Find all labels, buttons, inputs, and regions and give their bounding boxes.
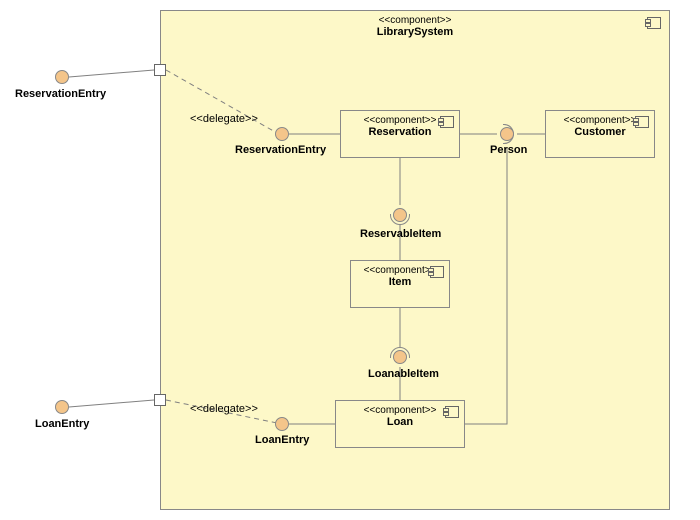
label-loan-entry-int: LoanEntry	[255, 434, 309, 446]
label-reservation-entry-ext: ReservationEntry	[15, 88, 106, 100]
label-reservation-entry-int: ReservationEntry	[235, 144, 326, 156]
component-icon	[445, 406, 459, 418]
component-icon	[635, 116, 649, 128]
component-icon	[647, 17, 661, 29]
interface-ball-loanable	[393, 350, 407, 364]
component-icon	[440, 116, 454, 128]
component-item: <<component>> Item	[350, 260, 450, 308]
component-icon	[430, 266, 444, 278]
label-reservable: ReservableItem	[360, 228, 441, 240]
label-person: Person	[490, 144, 527, 156]
interface-ball-loan-entry-ext	[55, 400, 69, 414]
main-stereotype: <<component>>	[161, 15, 669, 26]
interface-ball-reservation-entry-int	[275, 127, 289, 141]
component-reservation: <<component>> Reservation	[340, 110, 460, 158]
interface-ball-loan-entry-int	[275, 417, 289, 431]
component-loan: <<component>> Loan	[335, 400, 465, 448]
component-customer: <<component>> Customer	[545, 110, 655, 158]
port-reservation-entry	[154, 64, 166, 76]
port-loan-entry	[154, 394, 166, 406]
interface-ball-reservation-entry-ext	[55, 70, 69, 84]
main-name: LibrarySystem	[161, 26, 669, 38]
interface-ball-reservable	[393, 208, 407, 222]
label-delegate-2: <<delegate>>	[190, 403, 258, 415]
label-loanable: LoanableItem	[368, 368, 439, 380]
diagram-canvas: <<component>> LibrarySystem <<component>…	[0, 0, 700, 520]
interface-ball-person	[500, 127, 514, 141]
label-loan-entry-ext: LoanEntry	[35, 418, 89, 430]
label-delegate-1: <<delegate>>	[190, 113, 258, 125]
